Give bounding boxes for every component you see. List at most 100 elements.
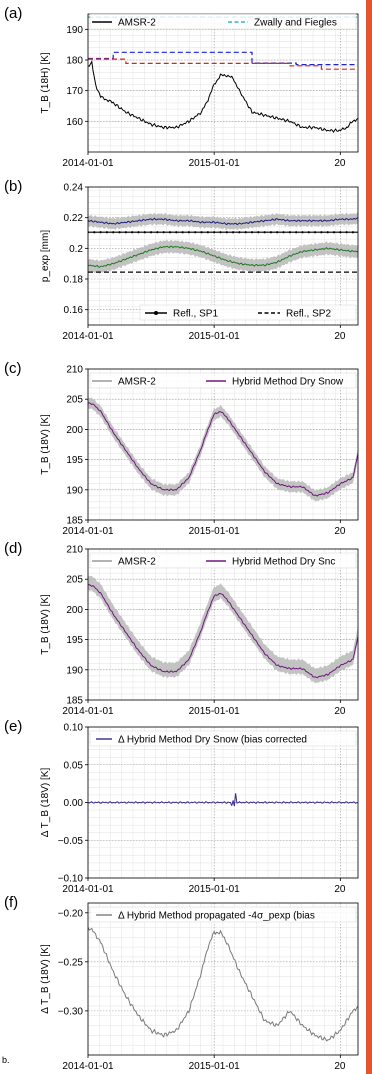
series-marker [213, 231, 216, 234]
series-line [88, 402, 358, 497]
panel-e: −0.10 −0.05 0.00 0.05 0.10 2014-01-01 2015-01-… [4, 718, 359, 895]
series-line [88, 51, 358, 66]
series-marker [244, 231, 247, 234]
series-marker [162, 231, 165, 234]
panel-b: 0.16 0.18 0.2 0.22 0.24 2014-01-01 2015-01-01 2… [4, 178, 359, 342]
y-tick-label: 0.00 [64, 798, 84, 809]
y-tick-label: 0.2 [69, 244, 83, 255]
y-tick-label: 200 [66, 605, 83, 616]
x-tick-label: 2015-01-01 [189, 158, 241, 169]
axes-frame [87, 902, 359, 1056]
series-marker [124, 231, 127, 234]
legend-label: Refl., SP1 [173, 309, 218, 320]
y-axis-label: Δ T_B (18V) [K] [40, 768, 51, 838]
series-line [88, 60, 358, 134]
series-marker [295, 231, 298, 234]
panel-label: (f) [4, 894, 18, 911]
y-tick-label: −0.05 [58, 836, 84, 847]
uncertainty-band [88, 396, 358, 502]
y-tick-label: 160 [66, 117, 83, 128]
series-marker [314, 231, 317, 234]
series-marker [250, 231, 254, 234]
x-tick-label: 20 [334, 331, 346, 342]
x-tick-label: 2015-01-01 [189, 706, 241, 717]
series-marker [131, 231, 134, 234]
y-tick-label: 200 [66, 425, 83, 436]
panel-d: 185 190 195 200 205 210 2014-01-01 2015-01-01 20… [4, 540, 359, 717]
y-axis-label: T_B (18H) [K] [40, 52, 51, 113]
uncertainty-band [88, 212, 358, 231]
x-tick-label: 2014-01-01 [62, 884, 114, 895]
axes-frame [87, 186, 359, 326]
series-line [88, 584, 358, 679]
legend-box [89, 13, 357, 30]
series-marker [99, 231, 102, 234]
y-axis-label: T_B (18V) [K] [40, 594, 51, 655]
panel-label: (a) [4, 5, 22, 22]
series-marker [118, 231, 121, 234]
series-marker [238, 231, 241, 234]
y-tick-label: 190 [66, 25, 83, 36]
panel-label: (c) [4, 360, 22, 377]
series-marker [332, 231, 336, 234]
series-marker [206, 231, 209, 234]
series-marker [307, 231, 310, 234]
axes-frame [87, 548, 359, 701]
y-tick-label: −0.20 [58, 908, 84, 919]
series-line [88, 245, 358, 268]
y-tick-label: −0.10 [58, 874, 84, 885]
x-tick-label: 2014-01-01 [62, 1061, 114, 1072]
series-marker [93, 231, 96, 234]
x-tick-label: 2014-01-01 [62, 526, 114, 537]
series-group [88, 793, 358, 807]
y-tick-label: 180 [66, 56, 83, 67]
series-marker [345, 231, 348, 234]
series-line [88, 793, 358, 807]
legend-label: AMSR-2 [118, 557, 156, 568]
x-tick-label: 2014-01-01 [62, 706, 114, 717]
panel-label: (b) [4, 178, 22, 195]
series-marker [326, 231, 329, 234]
series-marker [105, 231, 109, 234]
legend-box [89, 906, 357, 923]
legend: Δ Hybrid Method Dry Snow (bias corrected [89, 730, 357, 747]
panel-c: 185 190 195 200 205 210 2014-01-01 2015-01-01 20… [4, 360, 359, 537]
y-tick-label: 0.22 [64, 213, 84, 224]
series-marker [301, 231, 304, 234]
series-marker [175, 231, 178, 234]
series-group [88, 396, 358, 502]
panel-label: (e) [4, 718, 22, 735]
panel-f: −0.20 −0.25 −0.30 2014-01-01 2015-01-01 20 Δ T… [4, 894, 359, 1072]
series-marker [219, 231, 222, 234]
series-marker [194, 231, 197, 234]
series-marker [200, 231, 203, 234]
y-tick-label: 210 [66, 365, 83, 376]
series-marker [112, 231, 115, 234]
legend-label: AMSR-2 [118, 377, 156, 388]
y-tick-label: 185 [66, 696, 83, 707]
series-marker [187, 231, 191, 234]
legend-box [89, 730, 357, 747]
series-marker [320, 231, 323, 234]
y-tick-label: 190 [66, 485, 83, 496]
series-marker [339, 231, 342, 234]
y-tick-label: 195 [66, 455, 83, 466]
series-marker [269, 231, 273, 234]
axes-frame [87, 368, 359, 521]
x-tick-label: 20 [334, 158, 346, 169]
series-marker [156, 231, 159, 234]
panel-label: (d) [4, 540, 22, 557]
series-marker [282, 231, 285, 234]
series-marker [168, 231, 172, 234]
series-marker [231, 231, 235, 234]
x-tick-label: 20 [334, 884, 346, 895]
x-tick-label: 2015-01-01 [189, 331, 241, 342]
x-tick-label: 2014-01-01 [62, 158, 114, 169]
x-tick-label: 20 [334, 1061, 346, 1072]
series-marker [143, 231, 146, 234]
legend: Refl., SP1 Refl., SP2 [139, 304, 357, 321]
legend-box [139, 304, 357, 321]
series-line [88, 926, 358, 1042]
y-tick-label: 210 [66, 545, 83, 556]
